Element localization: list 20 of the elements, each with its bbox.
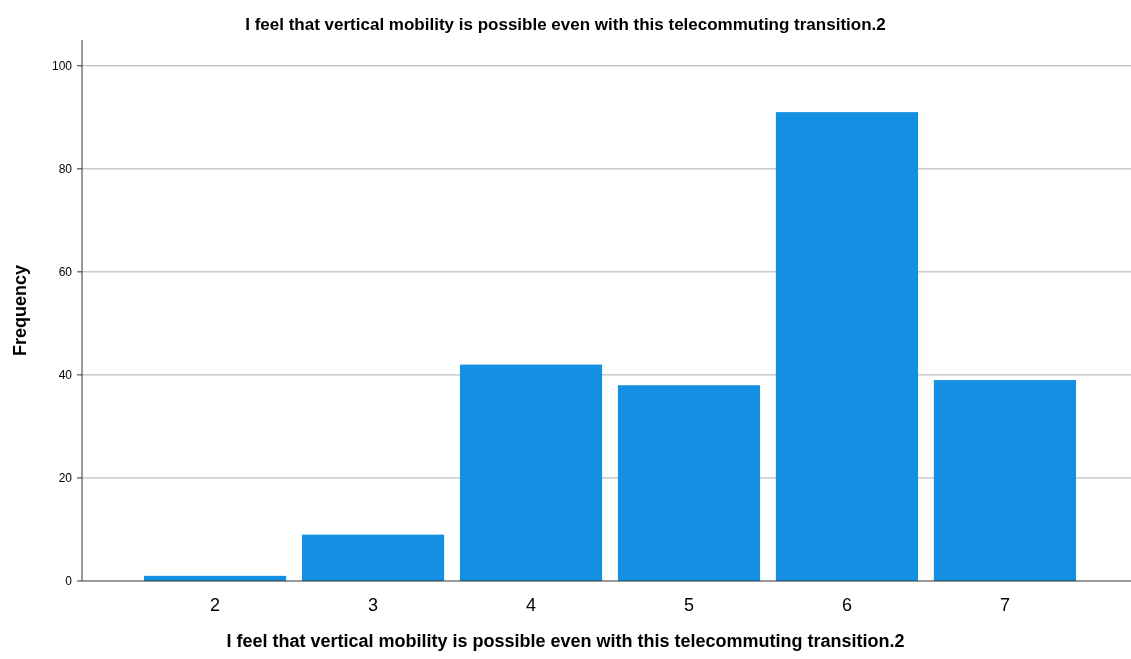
x-tick-label: 7 (999, 595, 1010, 615)
x-tick-label: 5 (683, 595, 694, 615)
y-tick-label: 0 (65, 574, 73, 589)
x-tick-label: 6 (841, 595, 852, 615)
y-tick-label: 40 (58, 368, 73, 383)
x-axis-title: I feel that vertical mobility is possible even with this telecommuting transition.2 (226, 631, 905, 651)
x-tick-label: 3 (368, 595, 379, 615)
bar (301, 534, 445, 581)
y-tick-label: 80 (58, 162, 73, 177)
x-tick-label: 4 (526, 595, 537, 615)
chart-title: I feel that vertical mobility is possible even with this telecommuting transition.2 (245, 15, 886, 34)
y-tick-label: 60 (58, 265, 73, 280)
bar (933, 380, 1076, 581)
y-tick-label: 100 (51, 58, 73, 73)
x-tick-label: 2 (210, 595, 221, 615)
bar (775, 112, 919, 581)
bar (459, 364, 603, 581)
y-tick-label: 20 (58, 471, 73, 486)
y-axis-title: Frequency (10, 264, 30, 357)
bar (617, 385, 761, 581)
